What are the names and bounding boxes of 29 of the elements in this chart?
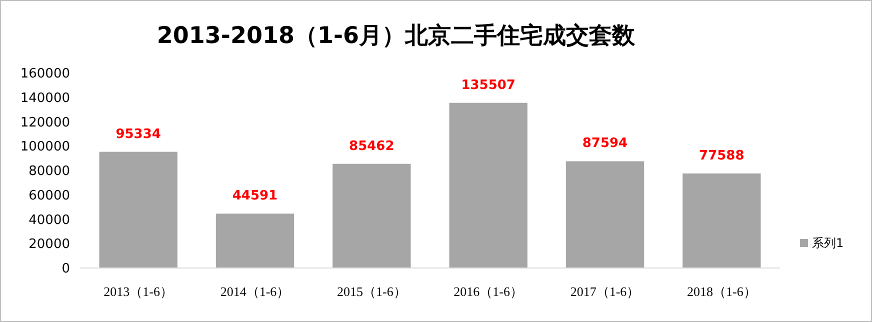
data-label: 85462: [349, 138, 394, 154]
y-tick-label: 140000: [20, 90, 70, 106]
data-label: 95334: [116, 126, 161, 142]
bar: [449, 102, 528, 268]
x-tick-label: 2014（1-6）: [220, 284, 290, 299]
y-tick-label: 20000: [28, 237, 70, 252]
y-tick-label: 60000: [28, 188, 70, 204]
bar: [682, 173, 761, 268]
y-tick-label: 40000: [28, 212, 70, 228]
x-tick-label: 2013（1-6）: [104, 284, 174, 299]
data-label: 77588: [699, 148, 744, 164]
y-tick-label: 100000: [20, 140, 70, 155]
bar: [332, 164, 411, 268]
x-tick-label: 2017（1-6）: [570, 284, 640, 299]
data-label: 135507: [461, 78, 516, 93]
x-tick-label: 2016（1-6）: [454, 284, 524, 299]
x-tick-label: 2015（1-6）: [336, 284, 406, 299]
chart-title: 2013-2018（1-6月）北京二手住宅成交套数: [156, 22, 636, 49]
y-tick-label: 120000: [20, 115, 70, 130]
legend-label: 系列1: [812, 236, 844, 250]
y-tick-label: 0: [62, 262, 70, 277]
bar: [99, 152, 178, 268]
y-tick-label: 160000: [20, 66, 70, 82]
bar: [566, 161, 644, 268]
data-label: 44591: [232, 188, 278, 204]
bar: [216, 214, 294, 268]
y-tick-label: 80000: [28, 164, 70, 180]
data-label: 87594: [582, 136, 628, 152]
x-tick-label: 2018（1-6）: [686, 284, 756, 299]
